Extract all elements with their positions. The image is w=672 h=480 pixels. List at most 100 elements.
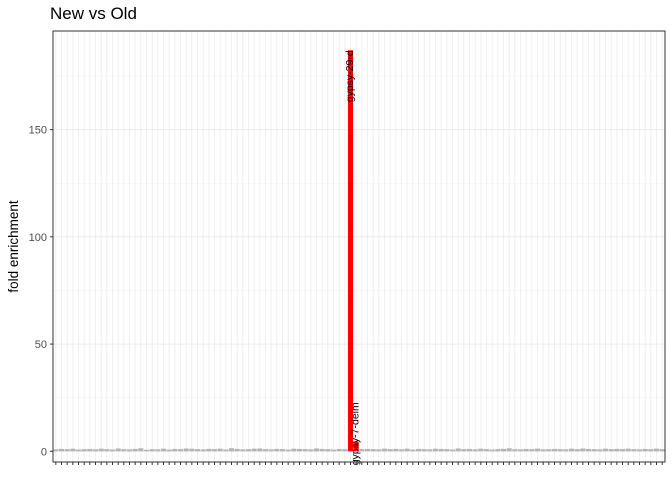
- bar: [500, 448, 507, 452]
- bar: [376, 449, 382, 452]
- bar: [81, 449, 87, 452]
- bar: [87, 448, 93, 452]
- bar: [92, 449, 99, 452]
- bar: [659, 449, 665, 452]
- bar: [177, 449, 184, 452]
- bar: [602, 448, 609, 452]
- bar: [370, 449, 376, 452]
- bar: [517, 449, 524, 452]
- bar: [64, 449, 70, 452]
- bar: [245, 449, 252, 452]
- bar: [257, 448, 263, 452]
- bar: [115, 448, 121, 452]
- bar: [540, 449, 546, 452]
- bar: [313, 448, 320, 452]
- bar: [574, 449, 580, 452]
- bar: [512, 449, 518, 452]
- bar: [126, 449, 133, 452]
- bar: [262, 449, 269, 452]
- bar: [489, 449, 495, 452]
- bar: [70, 448, 76, 452]
- bar: [183, 448, 189, 452]
- y-tick-label: 100: [29, 232, 47, 244]
- bar: [166, 449, 172, 452]
- bar: [608, 449, 614, 452]
- bar: [427, 449, 433, 452]
- y-axis: 0 50 100 150: [29, 125, 53, 458]
- bar: [121, 449, 127, 452]
- bar: [234, 448, 240, 452]
- bar: [444, 449, 450, 452]
- bar-label: gypsy-29-d: [344, 50, 356, 102]
- bar: [291, 448, 297, 452]
- y-tick-label: 50: [35, 339, 47, 351]
- bar: [285, 449, 291, 452]
- bar: [58, 448, 65, 452]
- bar: [466, 448, 473, 452]
- bar: [529, 449, 535, 452]
- bar: [495, 449, 501, 452]
- bar: [642, 448, 648, 452]
- grid-major: [53, 31, 665, 462]
- bar: [302, 449, 308, 452]
- bar: [75, 449, 82, 452]
- bar: [104, 449, 110, 452]
- bar: [455, 448, 461, 452]
- bar: [557, 449, 563, 452]
- chart-title: New vs Old: [50, 4, 137, 23]
- bar: [506, 448, 512, 452]
- bar: [568, 448, 575, 452]
- bar: [211, 449, 218, 452]
- bar: [546, 449, 552, 452]
- bar: [223, 449, 229, 452]
- bar: [483, 449, 490, 452]
- bar: [342, 449, 348, 452]
- bar: [155, 449, 161, 452]
- bar: [597, 449, 603, 452]
- y-axis-title: fold enrichment: [6, 200, 21, 293]
- y-tick-label: 0: [41, 446, 47, 458]
- bar: [591, 449, 597, 452]
- bar: [648, 449, 654, 452]
- bar: [206, 448, 212, 452]
- bar: [381, 448, 388, 452]
- bars: [53, 50, 665, 452]
- bar: [98, 448, 104, 452]
- bar: [393, 448, 399, 452]
- y-tick-label: 150: [29, 125, 47, 137]
- bar: [551, 448, 558, 452]
- bar: [240, 449, 246, 452]
- bar: [228, 448, 235, 452]
- bar: [619, 449, 626, 452]
- bar: [336, 448, 342, 452]
- bar: [398, 449, 405, 452]
- bar-highlighted: [347, 50, 354, 452]
- bar: [296, 448, 303, 452]
- grid-minor: [53, 75, 665, 398]
- bar: [421, 449, 427, 452]
- bar: [636, 449, 643, 452]
- bar-labels: gypsy-29-d gypsy-7-deim: [344, 50, 362, 465]
- bar: [563, 449, 569, 452]
- bar: [359, 449, 365, 452]
- bar: [472, 449, 478, 452]
- bar: [330, 449, 337, 452]
- bar: [410, 449, 416, 452]
- bar: [631, 449, 637, 452]
- bar: [268, 449, 274, 452]
- bar: [432, 448, 439, 452]
- bar: [319, 448, 325, 452]
- bar: [534, 448, 541, 452]
- bar: [614, 448, 620, 452]
- bar: [279, 449, 286, 452]
- bar: [274, 448, 280, 452]
- bar: [325, 449, 331, 452]
- bar: [653, 448, 660, 452]
- bar: [143, 449, 150, 452]
- bar: [404, 448, 410, 452]
- bar: [364, 448, 371, 452]
- bar: [189, 448, 195, 452]
- x-axis: [55, 462, 663, 465]
